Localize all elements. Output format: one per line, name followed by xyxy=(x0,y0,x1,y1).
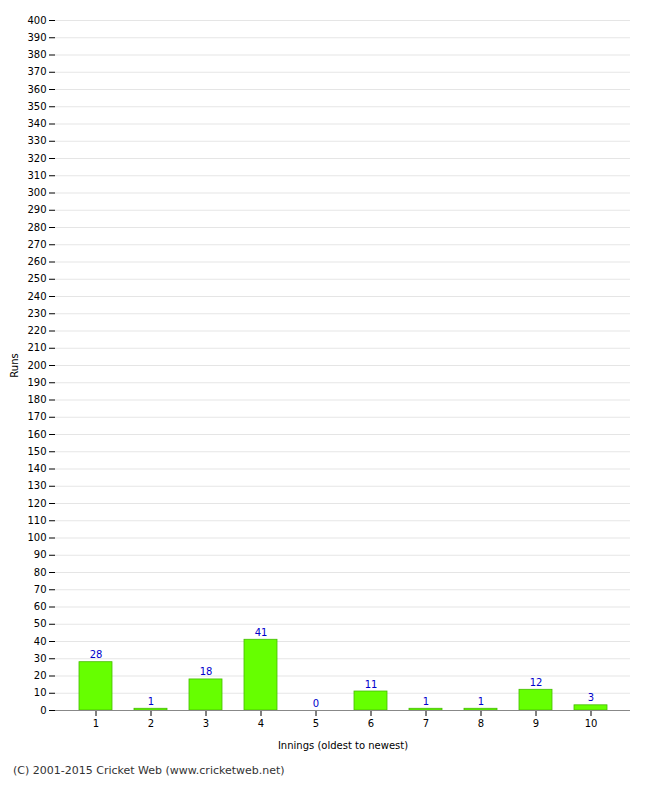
svg-text:1: 1 xyxy=(478,696,484,707)
svg-text:40: 40 xyxy=(34,636,47,647)
svg-text:120: 120 xyxy=(27,498,46,509)
svg-text:9: 9 xyxy=(533,718,539,729)
svg-text:350: 350 xyxy=(27,101,46,112)
svg-text:Innings (oldest to newest): Innings (oldest to newest) xyxy=(278,740,408,751)
svg-text:340: 340 xyxy=(27,118,46,129)
svg-text:370: 370 xyxy=(27,66,46,77)
svg-text:270: 270 xyxy=(27,239,46,250)
html-text:(C) 2001-2015 Cricket Web (www: (C) 2001-2015 Cricket Web (www.cricketwe… xyxy=(13,764,285,777)
svg-text:1: 1 xyxy=(148,696,154,707)
svg-text:60: 60 xyxy=(34,601,47,612)
svg-text:8: 8 xyxy=(478,718,484,729)
svg-text:400: 400 xyxy=(27,15,46,26)
svg-text:80: 80 xyxy=(34,567,47,578)
svg-text:18: 18 xyxy=(200,666,213,677)
svg-text:140: 140 xyxy=(27,463,46,474)
svg-text:360: 360 xyxy=(27,84,46,95)
svg-text:100: 100 xyxy=(27,532,46,543)
svg-text:250: 250 xyxy=(27,273,46,284)
svg-text:220: 220 xyxy=(27,325,46,336)
svg-text:0: 0 xyxy=(313,698,319,709)
svg-text:10: 10 xyxy=(585,718,598,729)
svg-text:4: 4 xyxy=(258,718,264,729)
svg-text:90: 90 xyxy=(34,549,47,560)
svg-text:1: 1 xyxy=(93,718,99,729)
svg-text:300: 300 xyxy=(27,187,46,198)
svg-text:20: 20 xyxy=(34,670,47,681)
svg-text:2: 2 xyxy=(148,718,154,729)
svg-text:320: 320 xyxy=(27,153,46,164)
svg-text:Runs: Runs xyxy=(9,353,20,377)
svg-text:150: 150 xyxy=(27,446,46,457)
svg-text:0: 0 xyxy=(40,705,46,716)
svg-text:130: 130 xyxy=(27,480,46,491)
svg-text:310: 310 xyxy=(27,170,46,181)
svg-text:210: 210 xyxy=(27,342,46,353)
svg-text:5: 5 xyxy=(313,718,319,729)
svg-text:1: 1 xyxy=(423,696,429,707)
svg-text:3: 3 xyxy=(588,692,594,703)
svg-text:390: 390 xyxy=(27,32,46,43)
svg-text:6: 6 xyxy=(368,718,374,729)
svg-text:12: 12 xyxy=(530,677,543,688)
svg-text:280: 280 xyxy=(27,222,46,233)
svg-text:41: 41 xyxy=(255,627,268,638)
svg-text:260: 260 xyxy=(27,256,46,267)
svg-text:7: 7 xyxy=(423,718,429,729)
svg-text:190: 190 xyxy=(27,377,46,388)
svg-text:290: 290 xyxy=(27,204,46,215)
svg-text:3: 3 xyxy=(203,718,209,729)
svg-text:70: 70 xyxy=(34,584,47,595)
svg-text:170: 170 xyxy=(27,411,46,422)
svg-text:30: 30 xyxy=(34,653,47,664)
svg-text:180: 180 xyxy=(27,394,46,405)
svg-text:110: 110 xyxy=(27,515,46,526)
svg-text:230: 230 xyxy=(27,308,46,319)
svg-text:50: 50 xyxy=(34,618,47,629)
svg-text:330: 330 xyxy=(27,135,46,146)
svg-text:240: 240 xyxy=(27,291,46,302)
svg-text:11: 11 xyxy=(365,679,378,690)
svg-text:28: 28 xyxy=(90,649,103,660)
svg-text:380: 380 xyxy=(27,49,46,60)
svg-text:160: 160 xyxy=(27,429,46,440)
svg-text:10: 10 xyxy=(34,687,47,698)
svg-text:200: 200 xyxy=(27,360,46,371)
